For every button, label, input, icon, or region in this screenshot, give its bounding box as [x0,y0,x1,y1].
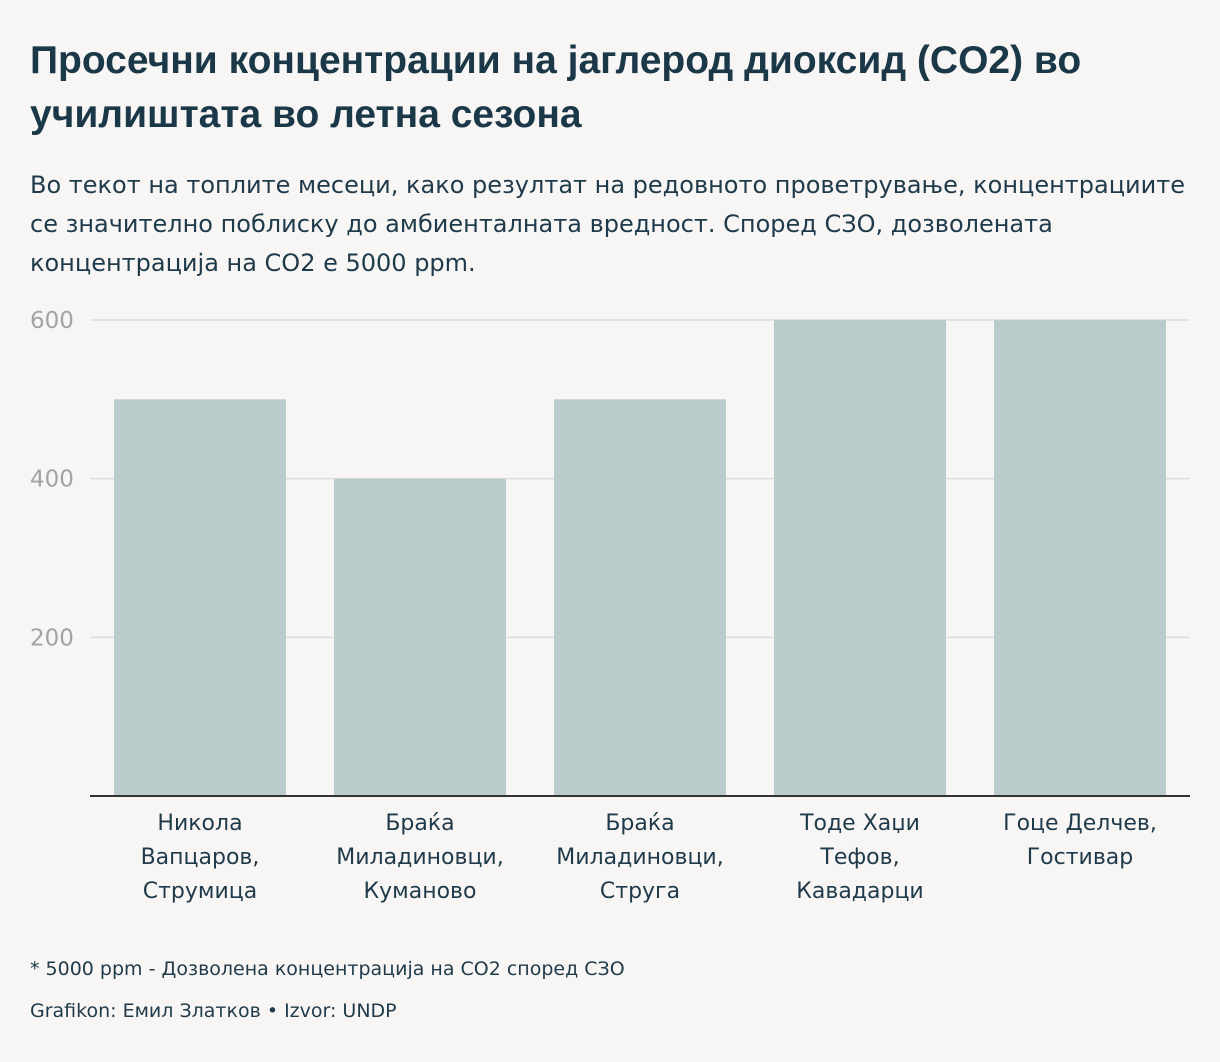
x-tick-label-line: Гоце Делчев, [1003,811,1157,836]
footnote: * 5000 ppm - Дозволена концентрација на … [30,958,625,980]
y-tick-label-400: 400 [30,467,74,493]
x-tick-label-line: Гостивар [1027,845,1134,870]
x-tick-label-line: Миладиновци, [336,845,503,870]
x-tick-label-line: Браќа [385,811,454,836]
x-tick-label-4: Тоде Хаџи Тефов, Кавадарци [796,811,923,904]
x-tick-label-3: Браќа Миладиновци, Струга [556,811,723,904]
x-tick-label-line: Струга [600,879,680,904]
x-tick-label-line: Куманово [364,879,477,904]
x-tick-label-line: Тоде Хаџи [799,811,920,836]
chart-title: Просечни концентрации на јаглерод диокси… [30,39,1082,136]
x-tick-label-line: Вапцаров, [141,845,260,870]
bar-chart: 200 400 600 Никола Вапцаров, Струмица Браќа Мил… [30,308,1190,904]
x-tick-label-line: Миладиновци, [556,845,723,870]
bar-5 [994,320,1166,796]
y-tick-label-200: 200 [30,625,74,651]
x-tick-label-line: Кавадарци [796,879,923,904]
credit-line: Grafikon: Емил Златков • Izvor: UNDP [30,1000,397,1022]
bar-2 [334,478,506,796]
x-tick-label-line: Никола [157,811,242,836]
bar-3 [554,399,726,796]
y-tick-label-600: 600 [30,308,74,334]
x-tick-label-5: Гоце Делчев, Гостивар [1003,811,1157,870]
chart-subtitle: Во текот на топлите месеци, како резулта… [30,171,1185,277]
bar-4 [774,320,946,796]
x-tick-label-line: Браќа [605,811,674,836]
x-tick-label-1: Никола Вапцаров, Струмица [141,811,260,904]
x-tick-label-2: Браќа Миладиновци, Куманово [336,811,503,904]
x-tick-label-line: Струмица [143,879,258,904]
x-tick-label-line: Тефов, [819,845,899,870]
bar-1 [114,399,286,796]
